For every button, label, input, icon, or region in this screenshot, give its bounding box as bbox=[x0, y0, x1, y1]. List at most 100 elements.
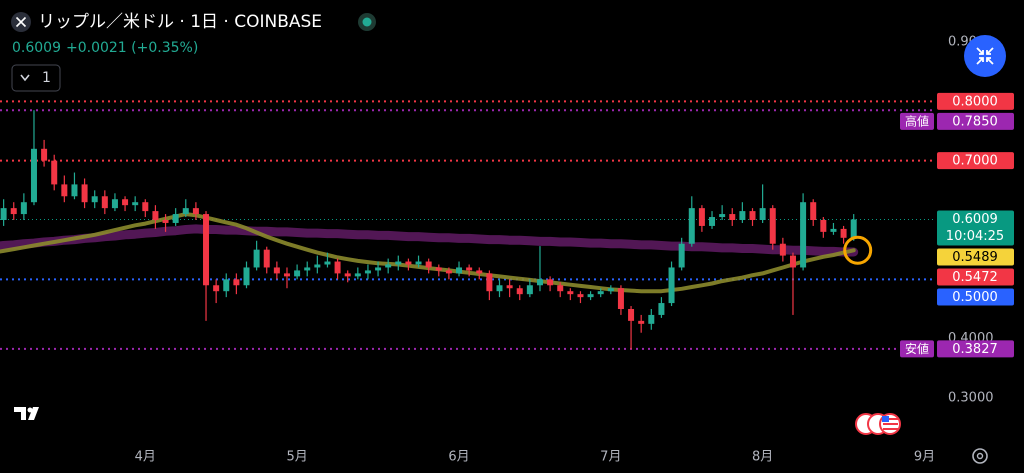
x-tick-label: 6月 bbox=[448, 450, 469, 465]
level-label: 0.7850 bbox=[952, 114, 998, 129]
candle-body bbox=[749, 211, 756, 220]
level-label: 0.8000 bbox=[952, 94, 998, 109]
candle-body bbox=[51, 160, 58, 185]
level-label-bg bbox=[937, 340, 1014, 358]
candle-body bbox=[111, 199, 118, 209]
candle-body bbox=[547, 279, 554, 286]
candle-body bbox=[152, 211, 159, 220]
close-icon bbox=[15, 16, 27, 28]
ma-label-bg bbox=[937, 268, 1014, 286]
candle-body bbox=[253, 249, 260, 268]
candle-body bbox=[375, 267, 382, 271]
candle-body bbox=[41, 148, 48, 161]
candle-body bbox=[81, 184, 88, 203]
candle-body bbox=[415, 261, 422, 265]
last-price-label-bg bbox=[937, 210, 1014, 246]
candle-body bbox=[678, 243, 685, 268]
market-status-dot bbox=[362, 17, 372, 27]
candle-body bbox=[304, 267, 311, 271]
candle-body bbox=[91, 196, 98, 203]
level-name: 高値 bbox=[905, 113, 929, 128]
collapse-icon bbox=[976, 47, 994, 65]
candle-body bbox=[71, 184, 78, 197]
candle-body bbox=[213, 285, 220, 292]
candle-body bbox=[729, 214, 736, 220]
candle-body bbox=[30, 148, 37, 203]
symbol-title: リップル／米ドル · 1日 · COINBASE bbox=[38, 12, 322, 32]
collapse-button[interactable] bbox=[964, 35, 1006, 77]
candle-body bbox=[435, 267, 442, 271]
x-tick-label: 7月 bbox=[600, 450, 621, 465]
candle-body bbox=[638, 320, 645, 324]
candle-body bbox=[536, 279, 543, 286]
level-name-bg bbox=[900, 340, 934, 358]
candle-body bbox=[20, 202, 27, 215]
candle-body bbox=[172, 214, 179, 223]
candle-body bbox=[688, 208, 695, 244]
level-label: 0.3827 bbox=[952, 342, 998, 357]
price-change: +0.0021 (+0.35%) bbox=[66, 40, 198, 56]
settings-icon-center bbox=[976, 452, 984, 460]
candle-body bbox=[61, 184, 68, 197]
candle-body bbox=[425, 261, 432, 268]
candle-body bbox=[567, 291, 574, 295]
candle-body bbox=[820, 220, 827, 232]
level-label-bg bbox=[937, 152, 1014, 170]
candle-body bbox=[142, 202, 149, 212]
candle-body bbox=[577, 294, 584, 298]
level-label-bg bbox=[937, 92, 1014, 110]
event-flags[interactable] bbox=[855, 413, 901, 435]
candle-body bbox=[354, 273, 361, 277]
candle-body bbox=[800, 202, 807, 268]
candle-body bbox=[739, 211, 746, 220]
candle-body bbox=[456, 267, 463, 274]
ma-label: 0.5472 bbox=[952, 270, 998, 285]
candle-body bbox=[557, 285, 564, 292]
highlight-ring bbox=[843, 235, 873, 265]
last-price: 0.6009 bbox=[12, 40, 61, 56]
tv-logo bbox=[14, 407, 39, 420]
tv-logo-dot bbox=[27, 407, 33, 413]
candle-body bbox=[334, 261, 341, 274]
ma-label: 0.5489 bbox=[952, 250, 998, 265]
y-tick-label: 0.3000 bbox=[948, 390, 994, 405]
indicator-count: 1 bbox=[42, 70, 51, 86]
candle-body bbox=[466, 267, 473, 271]
candle-body bbox=[0, 208, 7, 220]
countdown-label: 10:04:25 bbox=[946, 229, 1004, 244]
candle-body bbox=[486, 273, 493, 292]
candle-body bbox=[516, 288, 523, 295]
candle-body bbox=[223, 279, 230, 292]
candle-body bbox=[243, 267, 250, 286]
candle-body bbox=[506, 285, 513, 289]
x-tick-label: 9月 bbox=[914, 450, 935, 465]
settings-icon[interactable] bbox=[972, 448, 988, 464]
candle-body bbox=[648, 314, 655, 324]
chevron bbox=[20, 74, 30, 82]
candle-body bbox=[496, 285, 503, 292]
candle-body bbox=[101, 196, 108, 209]
candle-body bbox=[445, 270, 452, 274]
candle-body bbox=[779, 243, 786, 256]
level-label: 0.7000 bbox=[952, 154, 998, 169]
level-name: 安値 bbox=[905, 341, 929, 356]
moving-average bbox=[0, 212, 856, 294]
candle-body bbox=[850, 219, 857, 238]
candle-body bbox=[769, 208, 776, 244]
level-label: 0.5000 bbox=[952, 290, 998, 305]
candle-body bbox=[203, 214, 210, 286]
candle-body bbox=[233, 279, 240, 286]
candle-body bbox=[628, 308, 635, 321]
level-name-bg bbox=[900, 112, 934, 130]
candle-body bbox=[314, 264, 321, 268]
candle-body bbox=[476, 270, 483, 274]
candle-body bbox=[273, 267, 280, 274]
x-tick-label: 5月 bbox=[286, 450, 307, 465]
candle-body bbox=[607, 288, 614, 292]
candle-body bbox=[526, 285, 533, 295]
candle-body bbox=[122, 199, 129, 206]
candle-body bbox=[294, 270, 301, 277]
ma-label-bg bbox=[937, 248, 1014, 266]
indicator-toggle[interactable] bbox=[11, 64, 61, 92]
